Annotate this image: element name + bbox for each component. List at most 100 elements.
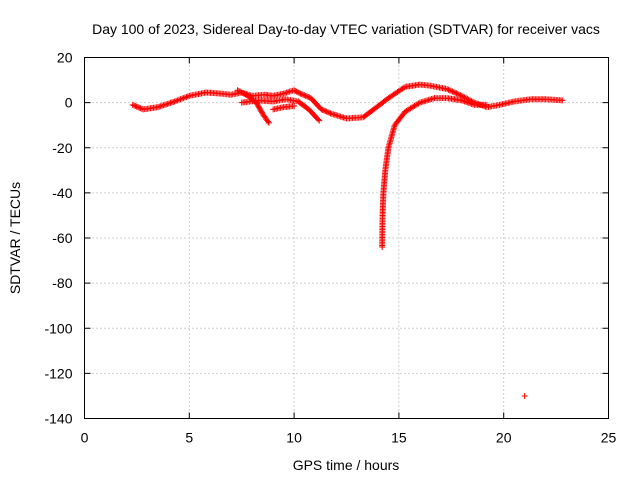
data-point [326, 109, 333, 116]
data-point [136, 104, 143, 111]
data-point [296, 89, 303, 96]
data-point [242, 91, 249, 98]
data-point [291, 87, 298, 94]
data-point [315, 116, 322, 123]
data-point [254, 102, 261, 109]
data-point [131, 102, 138, 109]
x-tick-label: 20 [496, 430, 512, 446]
data-point [238, 89, 245, 96]
data-point [444, 86, 451, 93]
data-point [234, 87, 241, 94]
data-point [134, 104, 141, 111]
data-point [465, 99, 472, 106]
data-point [456, 91, 463, 98]
data-point [133, 103, 140, 110]
data-point [322, 108, 329, 115]
data-point [183, 93, 190, 100]
data-point [265, 119, 272, 126]
data-point [318, 106, 325, 113]
data-point [462, 98, 469, 105]
data-point [292, 87, 299, 94]
y-tick-label: -140 [44, 411, 72, 427]
data-point [178, 95, 185, 102]
data-point [257, 107, 264, 114]
data-point [132, 103, 139, 110]
data-point [265, 118, 272, 125]
x-tick-label: 10 [286, 430, 302, 446]
data-point [297, 90, 304, 97]
x-tick-label: 25 [601, 430, 617, 446]
data-point [171, 98, 178, 105]
data-point [319, 106, 326, 113]
data-point [235, 87, 242, 94]
grid-layer [84, 57, 609, 419]
data-point [559, 97, 566, 104]
data-point [316, 117, 323, 124]
x-tick-label: 5 [185, 430, 193, 446]
data-point [181, 94, 188, 101]
data-point [320, 107, 327, 114]
data-point [293, 88, 300, 95]
data-point [239, 90, 246, 97]
data-point [298, 91, 305, 98]
data-point [415, 100, 422, 107]
data-point [258, 108, 265, 115]
data-point [256, 105, 263, 112]
data-point [302, 92, 309, 99]
data-point [445, 86, 452, 93]
data-point [256, 104, 263, 111]
chart-title: Day 100 of 2023, Sidereal Day-to-day VTE… [92, 21, 600, 37]
data-point [461, 98, 468, 105]
data-point [460, 97, 467, 104]
y-tick-label: -100 [44, 320, 72, 336]
data-point [303, 93, 310, 100]
data-point [129, 101, 136, 108]
y-tick-label: -80 [52, 275, 72, 291]
data-point [467, 100, 474, 107]
y-tick-label: -40 [52, 185, 72, 201]
data-point [291, 103, 298, 110]
data-point [450, 89, 457, 96]
data-point [294, 89, 301, 96]
data-point [468, 100, 475, 107]
data-point [469, 101, 476, 108]
data-point [458, 97, 465, 104]
data-point [327, 110, 334, 117]
data-point [305, 93, 312, 100]
data-point [174, 97, 181, 104]
data-point [400, 84, 407, 91]
y-tick-label: 20 [57, 50, 73, 66]
data-point [180, 95, 187, 102]
data-point [184, 93, 191, 100]
data-point [454, 91, 461, 98]
plot-frame [84, 57, 609, 419]
data-point [446, 87, 453, 94]
x-tick-label: 0 [81, 430, 89, 446]
points-layer [129, 81, 566, 399]
data-point [452, 89, 459, 96]
data-point [255, 103, 262, 110]
data-point [173, 97, 180, 104]
y-tick-label: -60 [52, 230, 72, 246]
data-point [448, 87, 455, 94]
data-point [300, 91, 307, 98]
data-point [301, 92, 308, 99]
ticks-layer: 0 5 10 15 20 25 20 0 -20 -40 -60 -80 -100 -120 -140 [44, 50, 616, 446]
data-point [453, 90, 460, 97]
y-tick-label: 0 [65, 95, 73, 111]
data-point [241, 90, 248, 97]
y-tick-label: -120 [44, 365, 72, 381]
data-point [449, 88, 456, 95]
data-point [464, 99, 471, 106]
data-point [483, 101, 490, 108]
data-point [237, 88, 244, 95]
data-point [176, 96, 183, 103]
x-axis-label: GPS time / hours [293, 457, 400, 473]
x-tick-label: 15 [391, 430, 407, 446]
data-point [324, 109, 331, 116]
y-axis-label: SDTVAR / TECUs [7, 182, 23, 294]
y-tick-label: -20 [52, 140, 72, 156]
data-point [137, 105, 144, 112]
